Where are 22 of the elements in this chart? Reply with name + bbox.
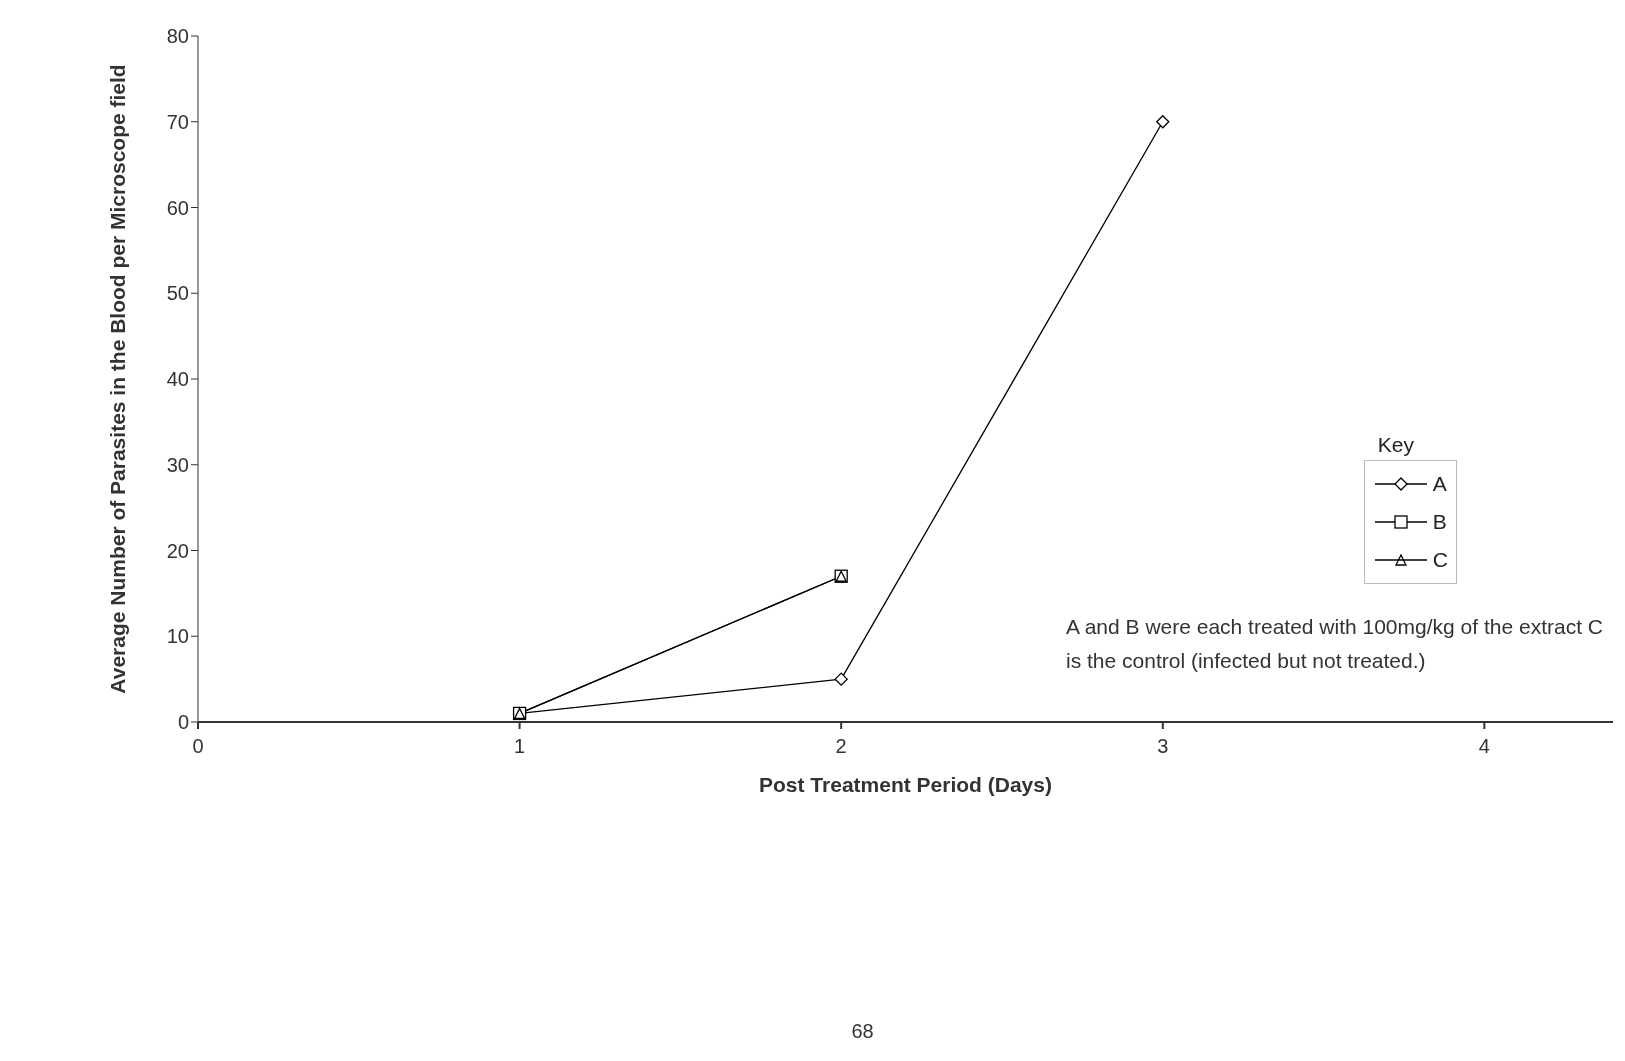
y-tick-label: 20 [166, 539, 189, 562]
legend-title: Key [1377, 433, 1415, 457]
x-tick-label: 3 [1157, 735, 1169, 758]
x-tick-label: 4 [1478, 735, 1490, 758]
x-tick-label: 1 [514, 735, 526, 758]
legend-label: C [1432, 548, 1448, 572]
y-tick-label: 60 [166, 196, 189, 219]
legend-label: A [1432, 472, 1447, 496]
x-axis-title: Post Treatment Period (Days) [759, 773, 1052, 796]
y-tick-label: 50 [166, 282, 189, 305]
y-tick-label: 80 [166, 25, 189, 48]
y-tick-label: 40 [166, 368, 189, 391]
annotation: A and B were each treated with 100mg/kg of the extract C is the control (infected but not treated.) [1066, 614, 1604, 674]
y-tick-label: 10 [166, 625, 189, 648]
legend-label: B [1432, 510, 1447, 534]
text: 68 [850, 1020, 875, 1043]
y-axis-title: Average Number of Parasites in the Blood per Microscope field [106, 64, 130, 694]
x-tick-label: 0 [192, 735, 204, 758]
y-tick-label: 70 [166, 110, 189, 133]
x-tick-label: 2 [835, 735, 847, 758]
y-tick-label: 30 [166, 453, 189, 476]
y-tick-label: 0 [177, 711, 189, 734]
